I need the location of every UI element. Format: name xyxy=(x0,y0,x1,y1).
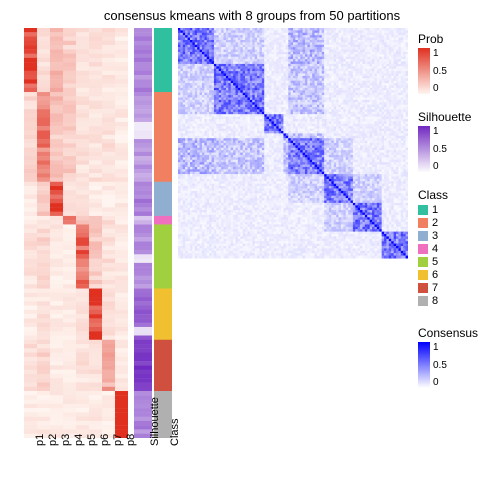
chart-title: consensus kmeans with 8 groups from 50 p… xyxy=(0,8,504,23)
prob-col-label: p3 xyxy=(60,434,72,446)
prob-col-label: p1 xyxy=(34,434,46,446)
prob-col-label: p4 xyxy=(73,434,85,446)
class-column xyxy=(154,28,172,438)
consensus-heatmap xyxy=(178,28,408,438)
prob-heatmap xyxy=(24,28,128,438)
class-legend: Class12345678 xyxy=(418,188,448,308)
silhouette-legend: Silhouette10.50 xyxy=(418,110,471,172)
prob-legend: Prob10.50 xyxy=(418,32,447,94)
annot-col-label: Class xyxy=(169,418,181,446)
consensus-legend: Consensus10.50 xyxy=(418,326,478,388)
prob-col-label: p2 xyxy=(47,434,59,446)
silhouette-column xyxy=(134,28,152,438)
prob-col-label: p5 xyxy=(86,434,98,446)
prob-col-label: p8 xyxy=(125,434,137,446)
prob-col-label: p7 xyxy=(112,434,124,446)
annot-col-label: Silhouette xyxy=(149,397,161,446)
prob-col-label: p6 xyxy=(99,434,111,446)
